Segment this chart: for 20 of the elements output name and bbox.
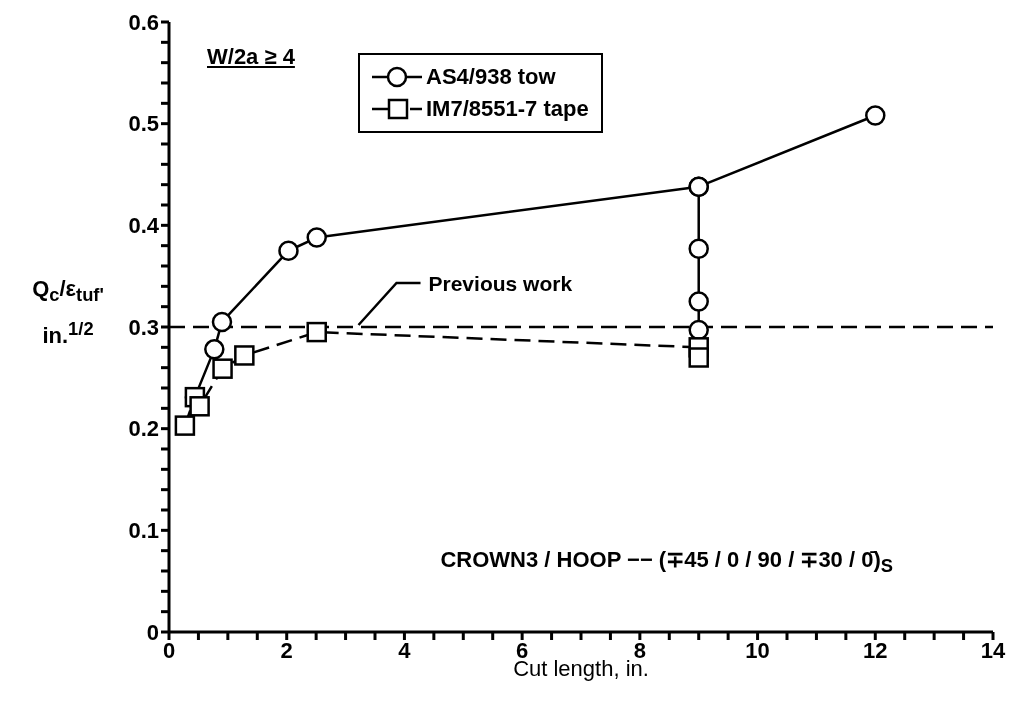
y-tick-label: 0 [146, 619, 159, 645]
x-tick-label: 4 [398, 637, 412, 663]
x-tick-label: 12 [863, 637, 888, 663]
annotation: CROWN3 / HOOP −− (∓45 / 0 / 90 / ∓30 / 0̄)$_{S}$ [440, 547, 893, 578]
x-tick-label: 0 [162, 637, 176, 663]
y-tick-label: 0.2 [128, 416, 159, 442]
y-tick-label: 0.6 [128, 9, 159, 35]
x-tick-label: 14 [980, 637, 1006, 663]
y-tick-label: 0.1 [128, 518, 159, 544]
y-tick-label: 0.3 [128, 314, 159, 340]
x-tick-label: 10 [745, 637, 770, 663]
y-axis-title: Q$_{c}$/ε$_{tuf'}$ in.$^{1/2}$ [31, 275, 105, 351]
y-tick-label: 0.4 [128, 213, 160, 239]
x-tick-label: 2 [280, 637, 293, 663]
y-tick-label: 0.5 [128, 111, 159, 137]
ref-line-label: Previous work [428, 272, 573, 295]
legend-label: IM7/8551-7 tape [426, 96, 589, 122]
x-tick-label: 8 [633, 637, 646, 663]
annotation: W/2a ≥ 4 [207, 44, 295, 70]
legend-label: AS4/938 tow [426, 64, 556, 90]
